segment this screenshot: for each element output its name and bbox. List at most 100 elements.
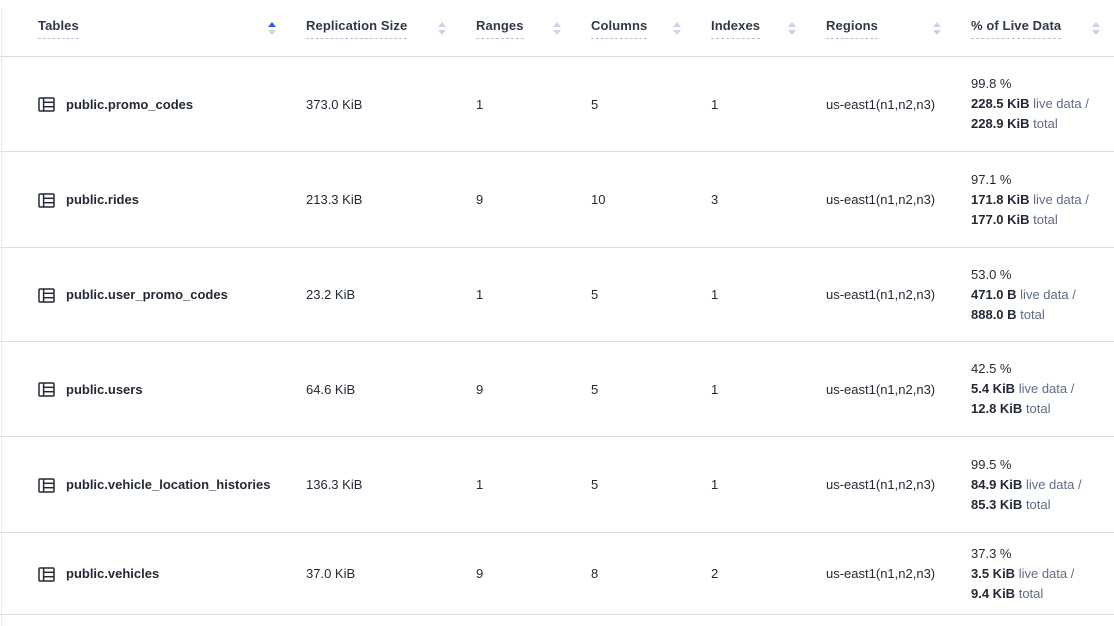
column-header-indexes-label: Indexes [711,18,761,39]
page-left-divider [1,8,2,626]
column-header-live-data[interactable]: % of Live Data [955,0,1114,56]
table-row: public.vehicle_location_histories 136.3 … [0,437,1114,533]
live-size-line: 5.4 KiB live data / [971,381,1075,396]
sort-arrows-icon [933,21,941,35]
column-header-regions[interactable]: Regions [810,0,955,56]
table-row: public.user_promo_codes 23.2 KiB 1 5 1 u… [0,248,1114,342]
live-percent: 42.5 % [971,361,1012,376]
cell-table-name: public.vehicles [22,566,290,582]
sort-arrows-icon [553,21,561,35]
cell-live-data: 99.8 % 228.5 KiB live data / 228.9 KiB t… [955,74,1114,134]
cell-columns: 5 [591,96,599,112]
cell-ranges: 1 [476,287,484,302]
table-name-link[interactable]: public.promo_codes [66,96,194,112]
cell-columns: 5 [591,381,599,397]
live-size-line: 3.5 KiB live data / [971,565,1075,581]
table-row: public.vehicles 37.0 KiB 9 8 2 us-east1(… [0,533,1114,615]
column-header-replication-size-label: Replication Size [306,18,408,39]
cell-replication-size: 64.6 KiB [306,381,356,397]
column-header-tables-label: Tables [38,18,79,39]
cell-live-data: 42.5 % 5.4 KiB live data / 12.8 KiB tota… [955,359,1114,419]
table-icon [38,287,55,303]
cell-live-data: 37.3 % 3.5 KiB live data / 9.4 KiB total [955,544,1114,604]
total-size-line: 888.0 B total [971,306,1045,322]
live-percent: 99.5 % [971,456,1012,472]
live-size-line: 84.9 KiB live data / [971,476,1082,492]
live-percent: 53.0 % [971,266,1012,282]
table-icon [38,477,55,493]
column-header-regions-label: Regions [826,18,878,39]
sort-arrows-icon [438,21,446,35]
cell-ranges: 9 [476,381,484,397]
cell-regions: us-east1(n1,n2,n3) [826,566,936,581]
live-size-line: 171.8 KiB live data / [971,191,1089,207]
cell-table-name: public.users [22,381,290,397]
column-header-ranges[interactable]: Ranges [460,0,575,56]
sort-arrows-icon [788,21,796,35]
column-header-columns-label: Columns [591,18,648,39]
cell-indexes: 2 [711,566,719,581]
total-size-line: 9.4 KiB total [971,585,1044,601]
column-header-replication-size[interactable]: Replication Size [290,0,460,56]
cell-indexes: 3 [711,192,719,207]
cell-live-data: 99.5 % 84.9 KiB live data / 85.3 KiB tot… [955,455,1114,515]
cell-regions: us-east1(n1,n2,n3) [826,381,936,397]
cell-indexes: 1 [711,477,719,492]
total-size-line: 12.8 KiB total [971,401,1051,416]
total-size-line: 228.9 KiB total [971,116,1058,131]
cell-columns: 10 [591,192,606,207]
cell-indexes: 1 [711,96,719,112]
live-size-line: 228.5 KiB live data / [971,96,1089,111]
cell-ranges: 1 [476,477,484,492]
column-header-ranges-label: Ranges [476,18,524,39]
cell-live-data: 53.0 % 471.0 B live data / 888.0 B total [955,265,1114,325]
cell-ranges: 1 [476,96,484,112]
cell-regions: us-east1(n1,n2,n3) [826,192,936,207]
cell-table-name: public.promo_codes [22,96,290,112]
table-icon [38,192,55,208]
table-icon [38,566,55,582]
table-row: public.promo_codes 373.0 KiB 1 5 1 us-ea… [0,57,1114,152]
live-percent: 37.3 % [971,545,1012,561]
cell-ranges: 9 [476,566,484,581]
cell-replication-size: 23.2 KiB [306,287,356,302]
cell-ranges: 9 [476,192,484,207]
cell-table-name: public.rides [22,192,290,208]
table-name-link[interactable]: public.user_promo_codes [66,287,228,302]
table-name-link[interactable]: public.vehicle_location_histories [66,477,271,492]
sort-arrows-icon [268,21,276,35]
table-body: public.promo_codes 373.0 KiB 1 5 1 us-ea… [0,57,1114,615]
column-header-indexes[interactable]: Indexes [695,0,810,56]
live-percent: 97.1 % [971,171,1012,187]
table-name-link[interactable]: public.vehicles [66,566,160,581]
column-header-live-data-label: % of Live Data [971,18,1062,39]
cell-regions: us-east1(n1,n2,n3) [826,96,936,112]
cell-replication-size: 37.0 KiB [306,566,356,581]
table-icon [38,97,55,112]
sort-arrows-icon [673,21,681,35]
sort-arrows-icon [1092,21,1100,35]
total-size-line: 177.0 KiB total [971,211,1058,227]
table-icon [38,382,55,397]
table-name-link[interactable]: public.rides [66,192,139,207]
table-name-link[interactable]: public.users [66,381,143,397]
cell-columns: 8 [591,566,599,581]
cell-columns: 5 [591,477,599,492]
cell-replication-size: 373.0 KiB [306,96,363,112]
cell-regions: us-east1(n1,n2,n3) [826,477,936,492]
cell-table-name: public.vehicle_location_histories [22,477,290,493]
table-row: public.rides 213.3 KiB 9 10 3 us-east1(n… [0,152,1114,248]
cell-live-data: 97.1 % 171.8 KiB live data / 177.0 KiB t… [955,170,1114,230]
live-percent: 99.8 % [971,76,1012,91]
cell-table-name: public.user_promo_codes [22,287,290,303]
cell-replication-size: 213.3 KiB [306,192,363,207]
cell-regions: us-east1(n1,n2,n3) [826,287,936,302]
cell-indexes: 1 [711,381,719,397]
cell-replication-size: 136.3 KiB [306,477,363,492]
cell-columns: 5 [591,287,599,302]
column-header-columns[interactable]: Columns [575,0,695,56]
table-row: public.users 64.6 KiB 9 5 1 us-east1(n1,… [0,342,1114,437]
total-size-line: 85.3 KiB total [971,496,1051,512]
column-header-tables[interactable]: Tables [22,0,290,56]
